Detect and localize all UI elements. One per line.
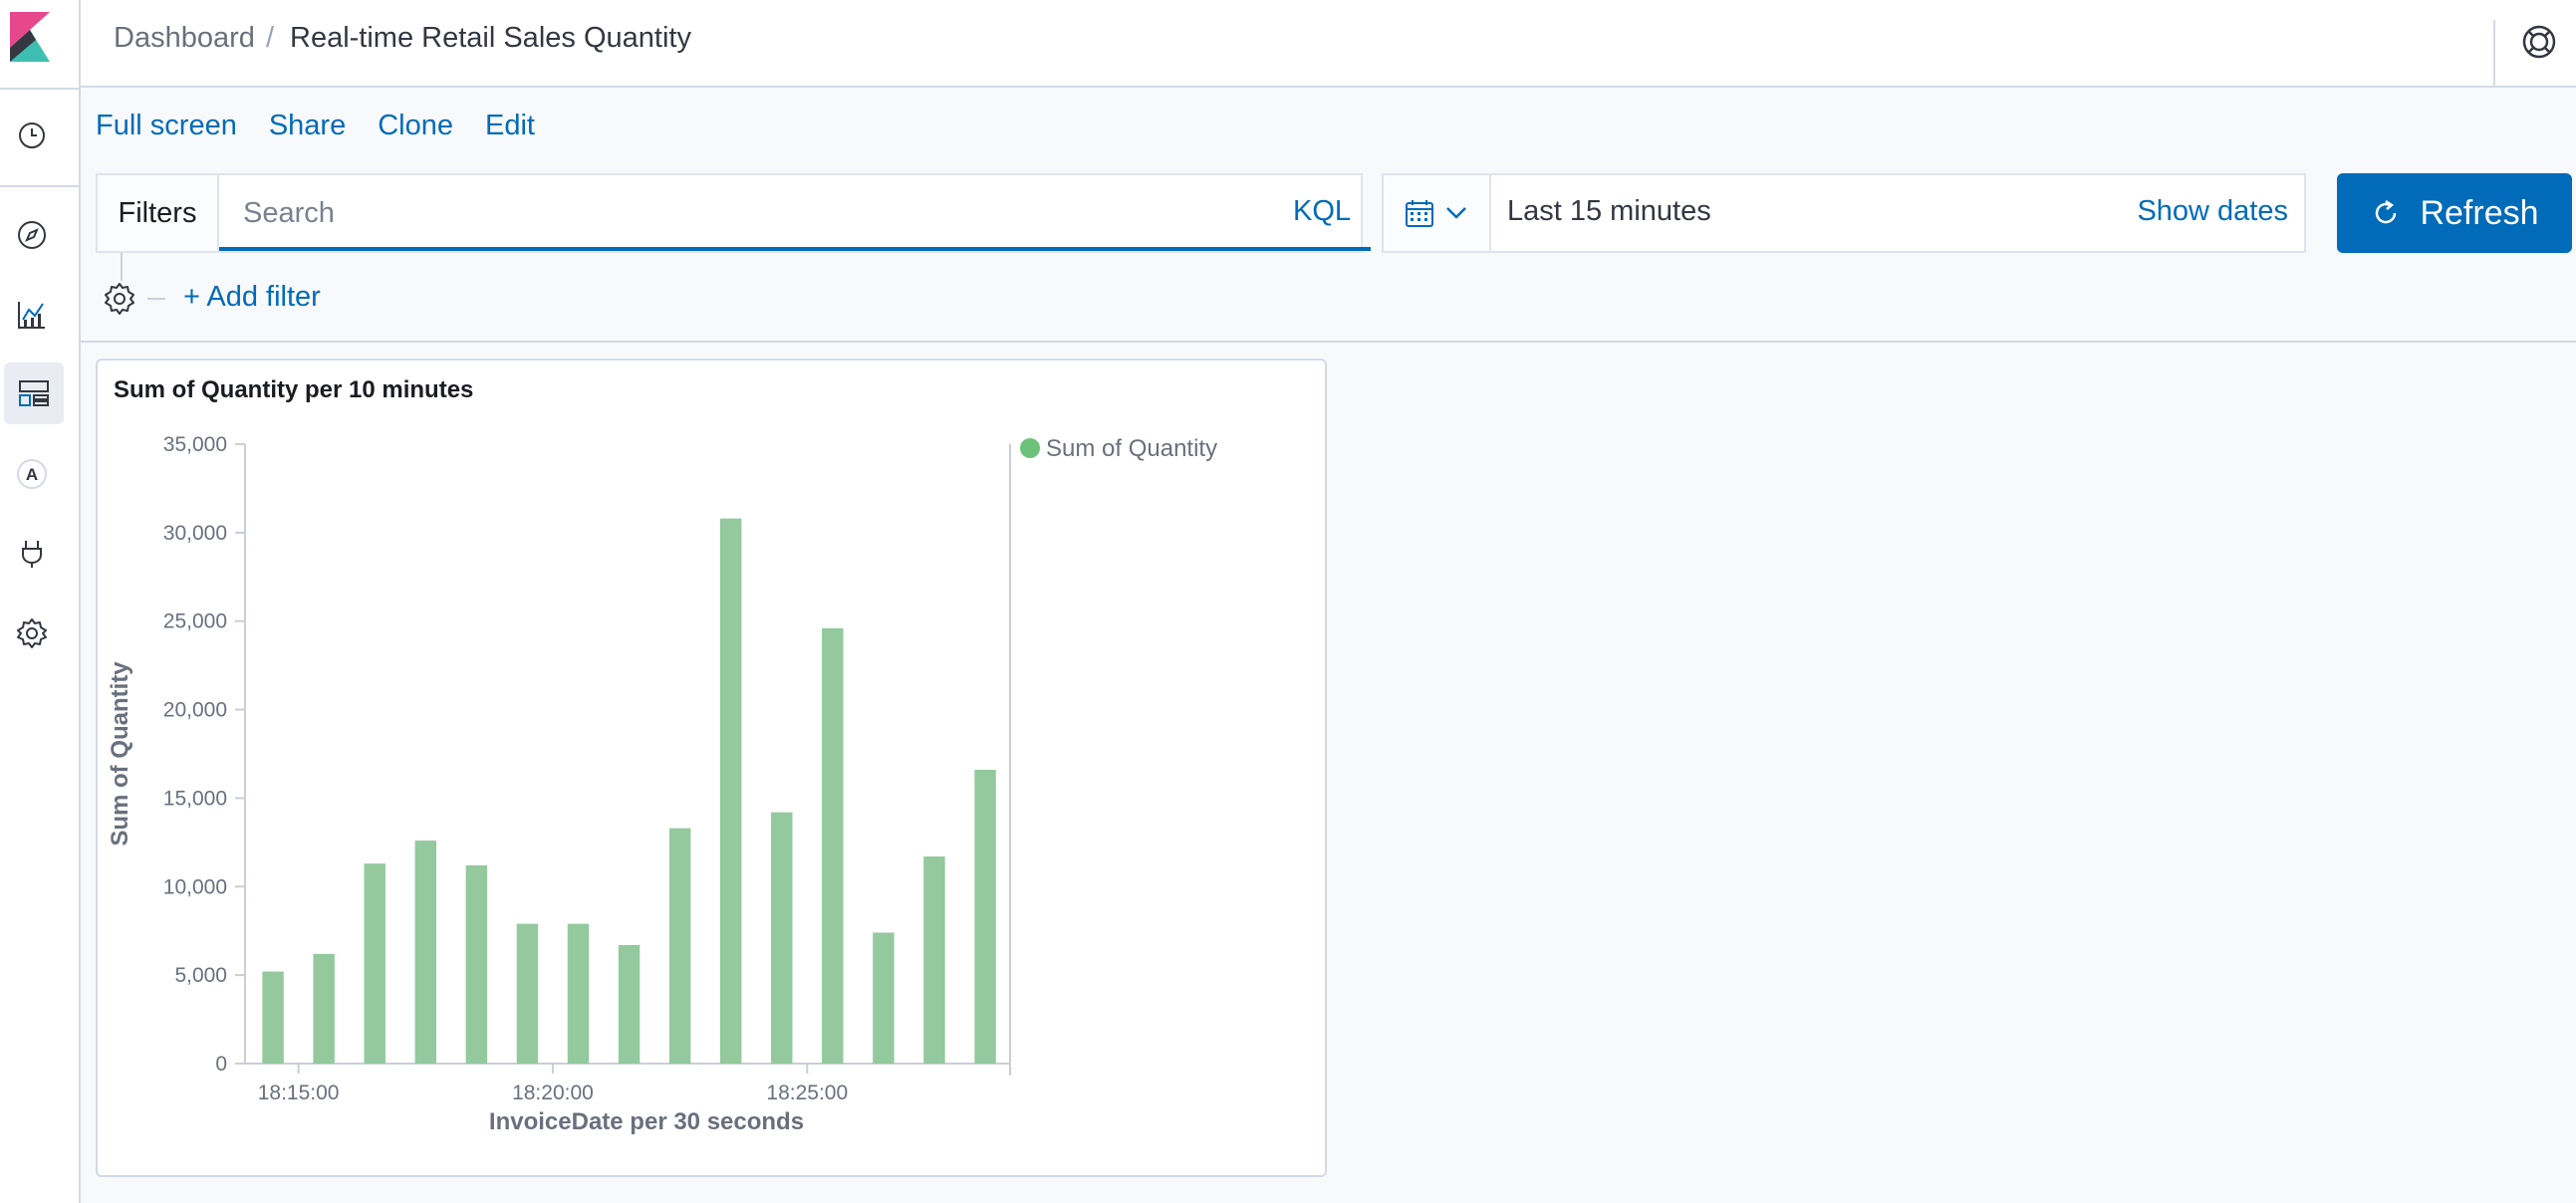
bar [873, 932, 895, 1064]
compass-icon[interactable] [10, 213, 54, 257]
search-focus-underline [219, 247, 1371, 251]
bar [364, 863, 386, 1064]
full-screen-link[interactable]: Full screen [96, 110, 237, 141]
bar [262, 971, 284, 1064]
panel-title: Sum of Quantity per 10 minutes [114, 376, 474, 403]
time-range-text[interactable]: Last 15 minutes [1507, 195, 1711, 227]
legend-item-sum-of-quantity: Sum of Quantity [1046, 435, 1217, 462]
y-tick-label: 10,000 [163, 875, 227, 898]
bar [923, 856, 945, 1064]
dev-tools-icon[interactable] [10, 532, 54, 576]
breadcrumb-current: Real-time Retail Sales Quantity [290, 22, 691, 54]
y-tick-label: 30,000 [163, 522, 227, 545]
x-tick-label: 18:15:00 [258, 1082, 340, 1104]
nav-separator [0, 88, 79, 90]
filter-dash [147, 298, 165, 300]
legend-dot [1020, 438, 1040, 458]
refresh-label: Refresh [2420, 193, 2539, 232]
bar [771, 812, 793, 1064]
left-nav: A [0, 0, 81, 1203]
y-tick-label: 35,000 [163, 433, 227, 456]
bar-chart: 0 5,000 10,000 15,000 20,000 25,000 30,000 35,0… [107, 433, 1217, 1135]
help-icon[interactable] [2517, 20, 2561, 64]
add-filter-button[interactable]: + Add filter [183, 281, 321, 313]
show-dates-link[interactable]: Show dates [2137, 195, 2288, 227]
y-tick-label: 20,000 [163, 699, 227, 722]
clock-icon[interactable] [10, 114, 54, 157]
bar [414, 841, 437, 1064]
x-tick-label: 18:25:00 [766, 1082, 848, 1104]
breadcrumb-dashboard[interactable]: Dashboard [114, 22, 255, 54]
bar [668, 828, 691, 1064]
bar [313, 953, 335, 1064]
dashboard-icon[interactable] [4, 362, 64, 424]
management-icon[interactable] [10, 611, 54, 655]
y-axis-title: Sum of Quantity [107, 661, 133, 846]
edit-link[interactable]: Edit [485, 110, 535, 141]
y-tick-label: 5,000 [174, 964, 227, 987]
kibana-logo[interactable] [10, 12, 54, 62]
filter-connector [121, 253, 123, 281]
y-tick-label: 25,000 [163, 610, 227, 633]
bar [974, 769, 996, 1064]
y-tick-label: 0 [215, 1053, 227, 1076]
header: Dashboard / Real-time Retail Sales Quant… [81, 0, 2576, 88]
svg-text:A: A [26, 465, 38, 484]
chevron-down-icon [1446, 207, 1466, 219]
y-tick-label: 15,000 [163, 787, 227, 810]
bar [567, 923, 590, 1064]
bar [516, 923, 539, 1064]
nav-separator [0, 185, 79, 187]
x-axis-title: InvoiceDate per 30 seconds [489, 1108, 804, 1135]
dashboard-top-menu: Full screen Share Clone Edit [96, 110, 535, 142]
x-tick-label: 18:20:00 [512, 1082, 594, 1104]
gear-icon[interactable] [102, 281, 137, 317]
query-bar: Filters KQL [96, 173, 1371, 253]
breadcrumb-separator: / [266, 22, 275, 54]
search-input[interactable] [219, 175, 1371, 251]
calendar-icon [1406, 200, 1433, 227]
quick-select-button[interactable] [1384, 175, 1491, 251]
refresh-button[interactable]: Refresh [2337, 173, 2572, 253]
visualization-panel[interactable]: Sum of Quantity per 10 minutes 0 5,000 10,… [96, 359, 1327, 1177]
filters-label: Filters [98, 175, 219, 251]
bar [618, 944, 641, 1064]
visualize-icon[interactable] [10, 293, 54, 337]
share-link[interactable]: Share [268, 110, 347, 141]
bar [719, 518, 742, 1064]
header-divider [2493, 20, 2495, 88]
date-picker: Last 15 minutes Show dates [1382, 173, 2306, 253]
kql-toggle[interactable]: KQL [1293, 195, 1352, 227]
refresh-icon [2376, 199, 2397, 224]
bar [465, 864, 488, 1064]
canvas-icon[interactable]: A [10, 452, 54, 496]
bar [822, 627, 844, 1064]
section-divider [81, 341, 2576, 343]
clone-link[interactable]: Clone [378, 110, 453, 141]
